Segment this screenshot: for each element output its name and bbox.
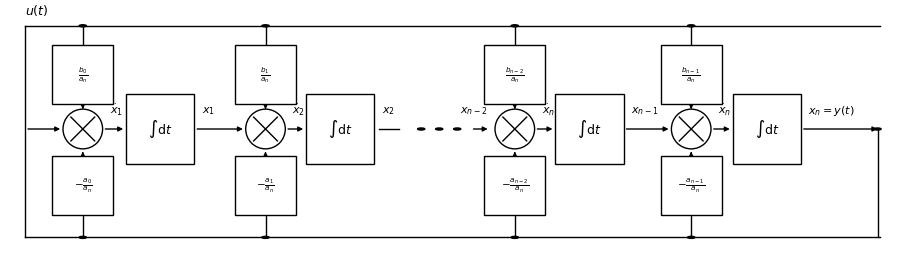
FancyBboxPatch shape: [661, 156, 722, 215]
Text: $\dot{x}_n$: $\dot{x}_n$: [718, 103, 732, 118]
Text: $\int \mathrm{d}t$: $\int \mathrm{d}t$: [754, 118, 779, 140]
FancyBboxPatch shape: [555, 94, 624, 164]
Text: $\dot{x}_1$: $\dot{x}_1$: [110, 103, 123, 118]
Text: $x_n = y(t)$: $x_n = y(t)$: [808, 104, 855, 118]
Circle shape: [511, 25, 518, 27]
FancyBboxPatch shape: [235, 45, 296, 104]
Ellipse shape: [246, 109, 285, 149]
Text: $\frac{b_0}{a_n}$: $\frac{b_0}{a_n}$: [77, 65, 88, 85]
Circle shape: [418, 128, 425, 130]
Text: $\frac{b_{n-1}}{a_n}$: $\frac{b_{n-1}}{a_n}$: [681, 65, 701, 85]
Circle shape: [874, 128, 881, 130]
FancyBboxPatch shape: [484, 156, 545, 215]
Text: $x_1$: $x_1$: [202, 105, 215, 117]
Text: $\int \mathrm{d}t$: $\int \mathrm{d}t$: [328, 118, 353, 140]
Circle shape: [688, 25, 695, 27]
Text: $\frac{b_{n-2}}{a_n}$: $\frac{b_{n-2}}{a_n}$: [505, 65, 525, 85]
Text: $-\frac{a_{n-1}}{a_n}$: $-\frac{a_{n-1}}{a_n}$: [677, 177, 706, 195]
Text: $-\frac{a_0}{a_n}$: $-\frac{a_0}{a_n}$: [74, 177, 92, 195]
Text: $x_{n-2}$: $x_{n-2}$: [460, 105, 488, 117]
Text: $\dot{x}_{n-1}$: $\dot{x}_{n-1}$: [542, 103, 570, 118]
Circle shape: [262, 236, 269, 238]
Text: $\int \mathrm{d}t$: $\int \mathrm{d}t$: [148, 118, 173, 140]
Text: $u(t)$: $u(t)$: [25, 3, 49, 18]
FancyBboxPatch shape: [484, 45, 545, 104]
Text: $\dot{x}_2$: $\dot{x}_2$: [292, 103, 306, 118]
Circle shape: [79, 25, 86, 27]
Circle shape: [262, 25, 269, 27]
Text: $x_{n-1}$: $x_{n-1}$: [631, 105, 659, 117]
FancyBboxPatch shape: [52, 45, 113, 104]
FancyBboxPatch shape: [306, 94, 374, 164]
Circle shape: [688, 236, 695, 238]
Circle shape: [454, 128, 461, 130]
Circle shape: [436, 128, 443, 130]
FancyBboxPatch shape: [126, 94, 194, 164]
FancyBboxPatch shape: [661, 45, 722, 104]
Text: $\frac{b_1}{a_n}$: $\frac{b_1}{a_n}$: [260, 65, 271, 85]
FancyBboxPatch shape: [733, 94, 801, 164]
Ellipse shape: [495, 109, 535, 149]
Text: $\int \mathrm{d}t$: $\int \mathrm{d}t$: [577, 118, 602, 140]
FancyBboxPatch shape: [52, 156, 113, 215]
Ellipse shape: [63, 109, 103, 149]
Text: $-\frac{a_{n-2}}{a_n}$: $-\frac{a_{n-2}}{a_n}$: [500, 177, 529, 195]
Circle shape: [79, 236, 86, 238]
Text: $-\frac{a_1}{a_n}$: $-\frac{a_1}{a_n}$: [256, 177, 274, 195]
FancyBboxPatch shape: [235, 156, 296, 215]
Ellipse shape: [671, 109, 711, 149]
Circle shape: [511, 236, 518, 238]
Text: $x_2$: $x_2$: [382, 105, 394, 117]
